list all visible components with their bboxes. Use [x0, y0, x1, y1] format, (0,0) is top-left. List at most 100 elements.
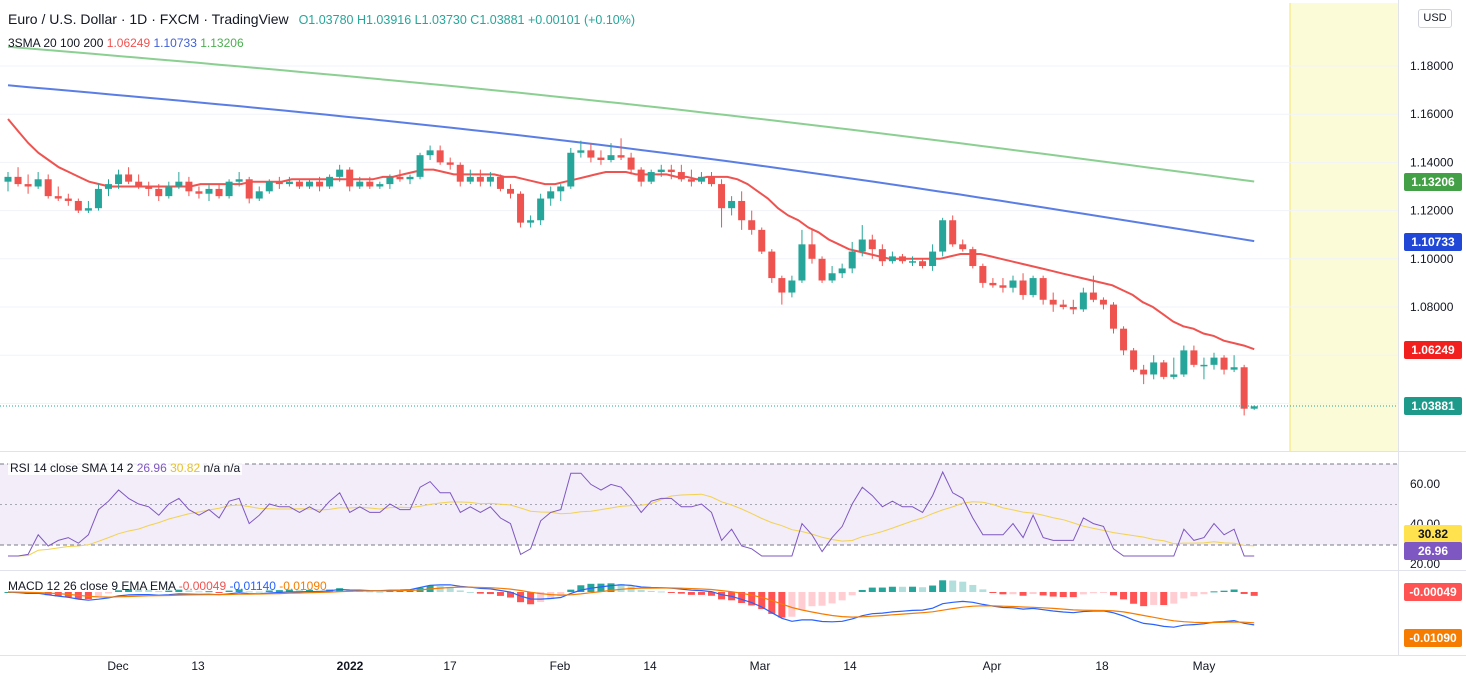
macd-histogram-bar	[406, 590, 414, 592]
candle-body	[285, 181, 293, 185]
currency-button[interactable]: USD	[1418, 9, 1452, 28]
macd-histogram-bar	[386, 591, 394, 593]
candle-body	[446, 162, 454, 165]
candle-body	[989, 282, 997, 286]
macd-legend[interactable]: MACD 12 26 close 9 EMA EMA -0.00049 -0.0…	[8, 579, 327, 593]
macd-histogram-bar	[1079, 592, 1087, 595]
macd-histogram-bar	[1220, 590, 1228, 592]
last-price-tag: 1.03881	[1404, 397, 1462, 415]
candle-body	[1049, 299, 1057, 305]
candle-body	[175, 181, 183, 187]
candle-body	[959, 244, 967, 250]
macd-histogram-bar	[1250, 592, 1258, 596]
candle-body	[84, 208, 92, 211]
candle-body	[215, 188, 223, 197]
sma200-price-tag: 1.13206	[1404, 173, 1462, 191]
sma200-path	[7, 45, 1255, 183]
candle-body	[476, 176, 484, 182]
macd-histogram-bar	[84, 592, 92, 600]
exchange: FXCM	[159, 11, 200, 27]
sma200-value: 1.13206	[200, 36, 244, 50]
macd-histogram-bar	[1170, 592, 1178, 604]
macd-histogram-bar	[1059, 592, 1067, 598]
candle-body	[1160, 362, 1168, 377]
price-tick-label: 1.14000	[1410, 155, 1454, 169]
macd-histogram-bar	[175, 589, 183, 592]
macd-histogram-bar	[527, 592, 535, 605]
candle-body	[245, 179, 253, 199]
rsi-tick-label: 20.00	[1410, 557, 1440, 571]
macd-label: MACD 12 26 close 9 EMA EMA	[8, 579, 176, 593]
rsi-na: n/a n/a	[203, 461, 241, 475]
time-tick-label: Feb	[550, 659, 571, 673]
macd-histogram-bar	[1099, 592, 1107, 593]
candle-body	[878, 249, 886, 262]
candle-body	[406, 176, 414, 180]
candle-body	[748, 220, 756, 230]
candle-body	[647, 172, 655, 182]
macd-value: -0.01140	[229, 579, 276, 593]
candle-body	[828, 273, 836, 281]
candle-body	[64, 198, 72, 201]
candle-body	[537, 198, 545, 221]
macd-histogram-bar	[1240, 592, 1248, 594]
time-tick-label: 17	[443, 659, 457, 673]
candle-body	[919, 261, 927, 267]
candle-body	[14, 176, 22, 185]
candle-body	[54, 196, 62, 199]
candle-body	[1190, 350, 1198, 365]
macd-histogram-bar	[969, 584, 977, 592]
macd-histogram-bar	[697, 592, 705, 595]
candle-body	[155, 188, 163, 197]
source: TradingView	[211, 11, 289, 27]
ohlc-values: O1.03780 H1.03916 L1.03730 C1.03881 +0.0…	[299, 13, 635, 27]
time-tick-label: Apr	[983, 659, 1002, 673]
candle-body	[1089, 292, 1097, 300]
macd-histogram-bar	[1110, 592, 1117, 596]
rsi-legend[interactable]: RSI 14 close SMA 14 2 26.96 30.82 n/a n/…	[8, 461, 243, 475]
candle-body	[858, 239, 866, 252]
candle-body	[577, 150, 585, 153]
candle-body	[135, 181, 143, 187]
candle-body	[145, 186, 153, 189]
time-tick-label: Dec	[107, 659, 128, 673]
sma-legend[interactable]: 3SMA 20 100 200 1.06249 1.10733 1.13206	[8, 36, 244, 50]
macd-histogram-bar	[929, 585, 937, 592]
sma200-line	[7, 45, 1255, 183]
candle-body	[1150, 362, 1158, 375]
candle-body	[587, 150, 595, 158]
candle-body	[165, 186, 173, 197]
macd-histogram-bar	[265, 590, 273, 592]
macd-histogram-bar	[215, 592, 223, 593]
symbol-legend[interactable]: Euro / U.S. Dollar · 1D · FXCM · Trading…	[8, 11, 635, 27]
macd-histogram-bar	[657, 591, 665, 593]
candle-body	[1059, 304, 1067, 307]
macd-pane	[4, 580, 1258, 628]
macd-hist-tag: -0.00049	[1404, 583, 1462, 601]
macd-histogram-bar	[1120, 592, 1128, 600]
high-value: H1.03916	[356, 13, 412, 27]
macd-histogram-bar	[1029, 592, 1037, 595]
macd-histogram-bar	[105, 592, 112, 594]
macd-histogram-bar	[1180, 592, 1188, 599]
candle-body	[436, 150, 444, 163]
macd-histogram-bar	[94, 592, 102, 597]
candle-body	[677, 172, 685, 180]
candle-body	[1110, 304, 1117, 329]
macd-histogram-bar	[155, 591, 163, 593]
macd-histogram-bar	[959, 581, 967, 592]
price-tick-label: 1.16000	[1410, 107, 1454, 121]
open-value: O1.03780	[298, 13, 354, 27]
candle-body	[898, 256, 906, 262]
candle-body	[738, 200, 746, 221]
candle-body	[1069, 307, 1077, 310]
close-value: C1.03881	[470, 13, 525, 27]
sep: ·	[120, 11, 130, 27]
time-tick-label: May	[1193, 659, 1216, 673]
candle-body	[868, 239, 876, 250]
candle-body	[1019, 280, 1027, 295]
time-axis[interactable]: Dec 13 2022 17 Feb 14 Mar 14 Apr 18 May	[107, 659, 1215, 673]
price-axis[interactable]: 1.18000 1.16000 1.14000 1.12000 1.10000 1.080…	[1410, 59, 1454, 314]
macd-histogram-bar	[989, 592, 997, 593]
